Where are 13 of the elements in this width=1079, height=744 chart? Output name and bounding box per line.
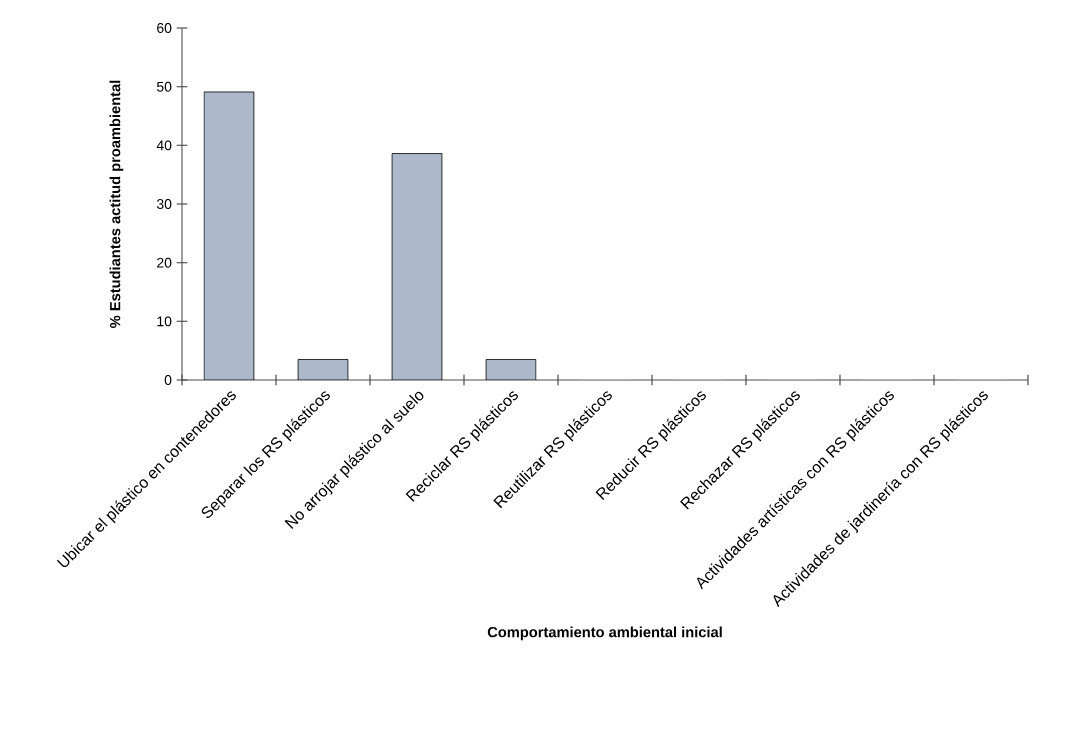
y-tick-label: 50	[156, 81, 172, 92]
y-tick-label: 40	[156, 140, 172, 151]
y-tick-label: 60	[157, 23, 172, 33]
bar	[485, 359, 537, 380]
y-tick-label: 20	[157, 257, 172, 268]
y-tick-label: 0	[164, 375, 172, 385]
y-axis-title: % Estudiantes actitud proambiental	[109, 80, 124, 328]
bar	[391, 153, 443, 380]
bar	[297, 359, 349, 380]
bar	[203, 91, 255, 380]
x-axis-title: Comportamiento ambiental inicial	[487, 626, 722, 641]
y-tick-label: 10	[157, 316, 172, 327]
y-tick-label: 30	[156, 199, 172, 209]
